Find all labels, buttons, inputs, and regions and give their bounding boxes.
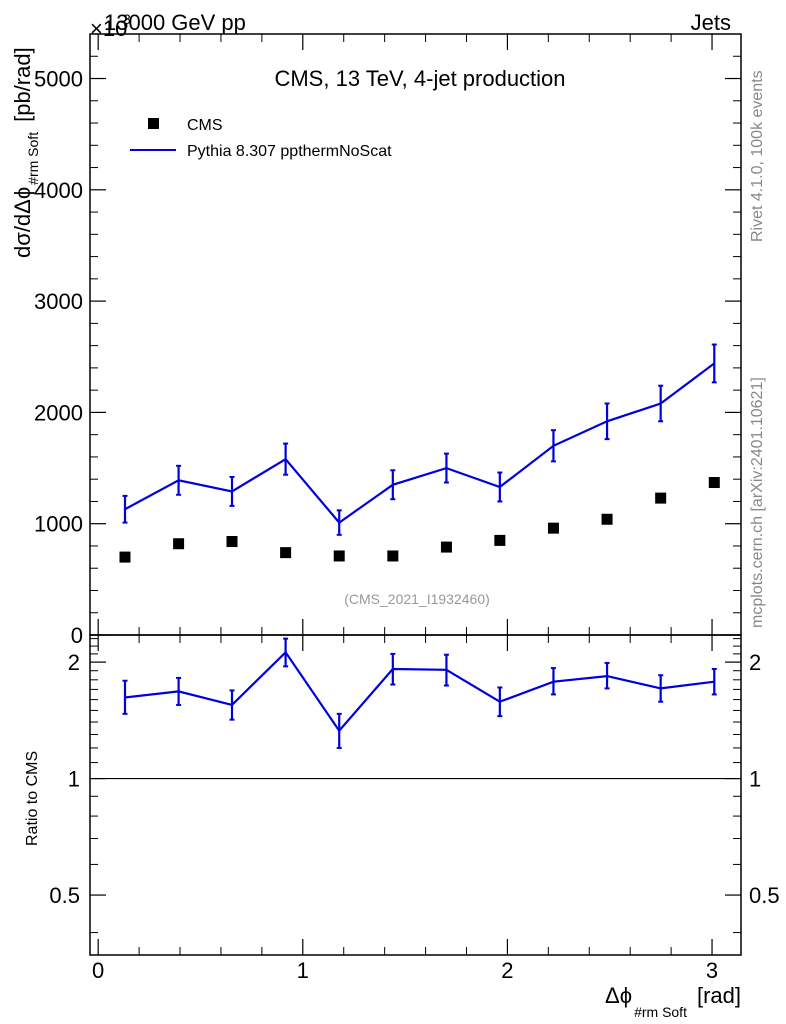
chart-title: CMS, 13 TeV, 4-jet production [274, 66, 565, 91]
legend-cms-label: CMS [187, 117, 223, 134]
main-panel: CMS, 13 TeV, 4-jet production (CMS_2021_… [10, 33, 742, 648]
main-y-label-subscript: #rm Soft [25, 132, 41, 185]
ratio-y-tick-label-right: 1 [749, 767, 761, 792]
x-axis-label: Δϕ#rm Soft [rad] [605, 983, 741, 1020]
x-axis-label-main: Δϕ [605, 983, 632, 1008]
ratio-y-tick-label: 1 [68, 767, 80, 792]
ratio-y-tick-label: 2 [68, 650, 80, 675]
cms-data-point [280, 547, 292, 559]
ratio-series-line [124, 650, 715, 733]
ratio-panel: Ratio to CMS 0.5 0.5 1 1 2 2 0 1 2 3 Δϕ#rm Soft [r… [24, 634, 780, 1020]
main-y-label-main: dσ/dΔϕ [10, 187, 35, 258]
main-data-marks [119, 343, 720, 563]
pythia-series-line [124, 362, 715, 525]
cms-data-point [494, 534, 506, 546]
main-y-tick-label: 1000 [34, 512, 83, 537]
main-y-tick-label: 0 [71, 623, 83, 648]
header-right-label: Jets [691, 10, 731, 35]
header-left-label: 13000 GeV pp [104, 10, 246, 35]
main-y-tick-label: 5000 [34, 67, 83, 92]
cms-data-point [226, 536, 238, 548]
rivet-label: Rivet 4.1.0, 100k events [749, 70, 766, 242]
ratio-y-label: Ratio to CMS [24, 751, 41, 846]
legend-cms-marker [148, 118, 159, 129]
main-y-tick-label: 3000 [34, 289, 83, 314]
cms-data-point [440, 541, 452, 553]
x-tick-label: 0 [92, 958, 104, 983]
ratio-y-tick-label-right: 2 [749, 650, 761, 675]
mcplots-label: mcplots.cern.ch [arXiv:2401.10621] [749, 377, 766, 628]
x-tick-label: 2 [501, 958, 513, 983]
main-y-label: dσ/dΔϕ #rm Soft [pb/rad] [10, 47, 41, 258]
cms-data-point [387, 550, 399, 562]
cms-data-point [708, 477, 720, 489]
cms-data-point [601, 513, 613, 525]
ratio-data-marks [122, 637, 717, 749]
cms-data-point [119, 551, 131, 563]
x-tick-label: 1 [297, 958, 309, 983]
legend-pythia-label: Pythia 8.307 ppthermNoScat [187, 143, 392, 160]
cms-data-point [547, 522, 559, 534]
cms-data-point [173, 538, 185, 550]
x-axis-label-unit: [rad] [697, 983, 741, 1008]
header-exponent-prefix: ×10 [90, 16, 127, 41]
legend: CMS Pythia 8.307 ppthermNoScat [130, 117, 392, 160]
svg-text:Δϕ#rm Soft[rad]: Δϕ#rm Soft [rad] [605, 983, 741, 1020]
ratio-y-tick-label-right: 0.5 [749, 883, 780, 908]
ratio-y-tick-label: 0.5 [49, 883, 80, 908]
main-axis-ticks: 0 1000 2000 3000 4000 5000 [34, 33, 741, 648]
cms-data-point [333, 550, 345, 562]
ratio-plot-frame [89, 634, 742, 956]
ratio-axis-ticks: 0.5 0.5 1 1 2 2 0 1 2 3 [49, 635, 780, 983]
x-tick-label: 3 [706, 958, 718, 983]
analysis-watermark: (CMS_2021_I1932460) [344, 591, 490, 607]
main-y-tick-label: 4000 [34, 178, 83, 203]
svg-text:dσ/dΔϕ#rm Soft[pb/rad]: dσ/dΔϕ #rm Soft [pb/rad] [10, 47, 41, 258]
main-y-tick-label: 2000 [34, 400, 83, 425]
cms-data-point [655, 492, 667, 504]
header-exponent-power: 3 [123, 11, 131, 27]
main-y-label-unit: [pb/rad] [10, 47, 35, 122]
x-axis-label-subscript: #rm Soft [634, 1004, 687, 1020]
